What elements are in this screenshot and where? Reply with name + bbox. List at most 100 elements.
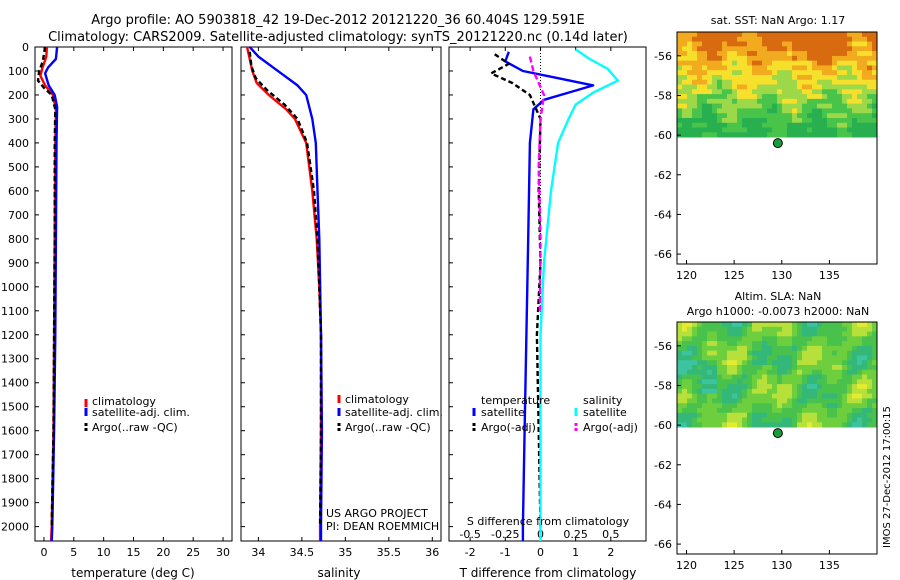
depth-tick-label: 1400 xyxy=(1,377,29,390)
heatmap-cell xyxy=(857,422,863,428)
heatmap-cell xyxy=(747,98,753,105)
heatmap-cell xyxy=(687,94,693,100)
heatmap-cell xyxy=(842,84,848,90)
heatmap-cell xyxy=(832,326,838,332)
heatmap-cell xyxy=(677,336,683,342)
heatmap-cell xyxy=(767,32,773,38)
heatmap-cell xyxy=(682,79,688,85)
heatmap-cell xyxy=(872,55,878,62)
heatmap-cell xyxy=(797,369,803,375)
heatmap-cell xyxy=(842,103,848,109)
heatmap-cell xyxy=(702,417,708,423)
heatmap-cell xyxy=(722,122,728,128)
heatmap-cell xyxy=(872,51,878,57)
heatmap-cell xyxy=(687,60,693,66)
heatmap-cell xyxy=(732,84,738,90)
heatmap-cell xyxy=(787,108,793,114)
heatmap-cell xyxy=(857,364,863,371)
heatmap-cell xyxy=(862,388,868,395)
heatmap-cell xyxy=(872,122,878,128)
heatmap-cell xyxy=(697,345,703,352)
heatmap-cell xyxy=(752,55,758,62)
heatmap-cell xyxy=(752,41,758,47)
heatmap-cell xyxy=(727,132,733,138)
heatmap-cell xyxy=(687,113,693,119)
heatmap-cell xyxy=(862,422,868,428)
heatmap-cell xyxy=(827,55,833,62)
heatmap-cell xyxy=(857,113,863,119)
heatmap-cell xyxy=(872,345,878,352)
heatmap-cell xyxy=(827,403,833,409)
heatmap-cell xyxy=(822,98,828,105)
heatmap-cell xyxy=(817,398,823,404)
heatmap-cell xyxy=(747,336,753,342)
heatmap-cell xyxy=(762,127,768,133)
heatmap-cell xyxy=(762,70,768,76)
heatmap-cell xyxy=(717,51,723,57)
heatmap-cell xyxy=(777,360,783,366)
heatmap-cell xyxy=(742,364,748,371)
heatmap-cell xyxy=(872,379,878,385)
heatmap-cell xyxy=(837,403,843,409)
heatmap-cell xyxy=(777,94,783,100)
heatmap-cell xyxy=(837,369,843,375)
heatmap-cell xyxy=(682,70,688,76)
heatmap-cell xyxy=(772,113,778,119)
heatmap-cell xyxy=(677,127,683,133)
heatmap-cell xyxy=(817,326,823,332)
heatmap-cell xyxy=(697,374,703,380)
x-tick-label: 10 xyxy=(97,546,111,559)
heatmap-cell xyxy=(787,113,793,119)
heatmap-cell xyxy=(732,336,738,342)
heatmap-cell xyxy=(832,364,838,371)
heatmap-cell xyxy=(852,326,858,332)
heatmap-cell xyxy=(857,393,863,399)
heatmap-cell xyxy=(712,322,718,328)
heatmap-cell xyxy=(872,336,878,342)
heatmap-cell xyxy=(797,407,803,414)
heatmap-cell xyxy=(782,331,788,337)
heatmap-cell xyxy=(727,336,733,342)
heatmap-cell xyxy=(687,55,693,62)
heatmap-cell xyxy=(742,36,748,42)
heatmap-cell xyxy=(867,379,873,385)
heatmap-cell xyxy=(737,393,743,399)
heatmap-cell xyxy=(682,360,688,366)
heatmap-cell xyxy=(732,32,738,38)
heatmap-cell xyxy=(747,364,753,371)
heatmap-cell xyxy=(687,345,693,352)
heatmap-cell xyxy=(837,331,843,337)
heatmap-cell xyxy=(722,417,728,423)
heatmap-cell xyxy=(787,350,793,356)
heatmap-cell xyxy=(747,384,753,390)
heatmap-cell xyxy=(797,89,803,95)
heatmap-cell xyxy=(752,117,758,124)
heatmap-cell xyxy=(732,113,738,119)
heatmap-cell xyxy=(822,403,828,409)
heatmap-cell xyxy=(787,55,793,62)
heatmap-cell xyxy=(837,108,843,114)
heatmap-cell xyxy=(852,108,858,114)
heatmap-cell xyxy=(807,98,813,105)
heatmap-cell xyxy=(812,379,818,385)
heatmap-cell xyxy=(697,79,703,85)
heatmap-cell xyxy=(752,407,758,414)
heatmap-cell xyxy=(737,407,743,414)
heatmap-cell xyxy=(737,336,743,342)
heatmap-cell xyxy=(732,417,738,423)
heatmap-cell xyxy=(777,322,783,328)
heatmap-cell xyxy=(702,345,708,352)
heatmap-cell xyxy=(702,393,708,399)
heatmap-cell xyxy=(727,98,733,105)
heatmap-cell xyxy=(812,345,818,352)
heatmap-cell xyxy=(842,98,848,105)
heatmap-cell xyxy=(707,113,713,119)
heatmap-cell xyxy=(757,341,763,347)
heatmap-cell xyxy=(827,113,833,119)
heatmap-cell xyxy=(697,132,703,138)
heatmap-cell xyxy=(842,326,848,332)
heatmap-cell xyxy=(822,127,828,133)
heatmap-cell xyxy=(847,84,853,90)
heatmap-cell xyxy=(732,60,738,66)
heatmap-cell xyxy=(832,74,838,81)
